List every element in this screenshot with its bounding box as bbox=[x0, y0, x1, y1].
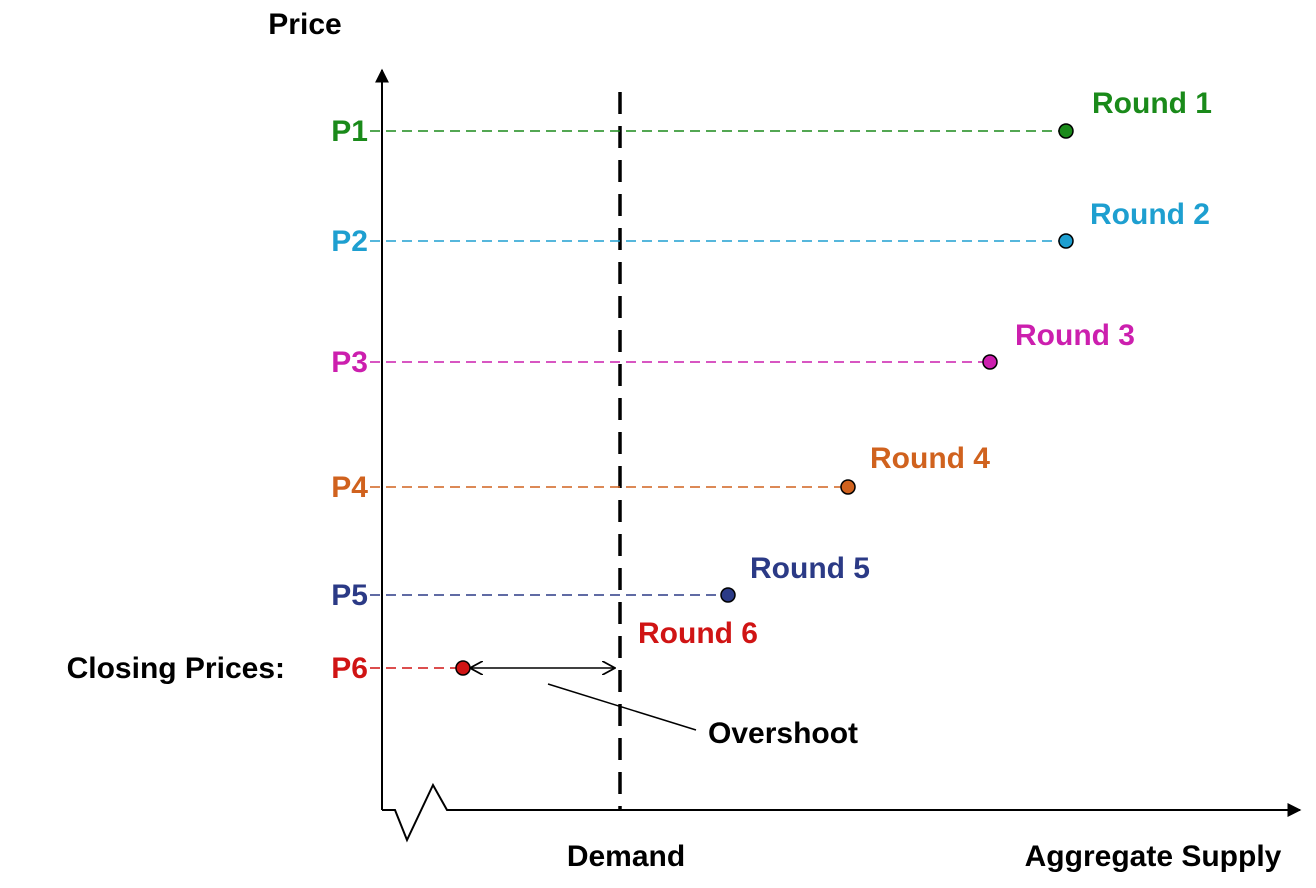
round-label: Round 3 bbox=[1015, 319, 1135, 352]
price-label: P3 bbox=[331, 346, 368, 379]
round-dot bbox=[1058, 233, 1074, 249]
round-label: Round 4 bbox=[870, 442, 990, 475]
price-label: P4 bbox=[331, 471, 368, 504]
round-dot bbox=[720, 587, 736, 603]
x-axis bbox=[382, 782, 1302, 843]
round-dot bbox=[840, 479, 856, 495]
overshoot-label: Overshoot bbox=[708, 717, 858, 750]
price-label: P5 bbox=[331, 579, 368, 612]
overshoot-pointer bbox=[547, 683, 697, 731]
round-label: Round 5 bbox=[750, 552, 870, 585]
closing-label: Closing Prices: bbox=[67, 652, 285, 685]
round-label: Round 6 bbox=[638, 617, 758, 650]
rounds: P1 Round 1 P2 Round 2 P3 Round 3 P4 Round 4 P5 Ro… bbox=[331, 87, 1212, 685]
y-axis-label: Price bbox=[268, 8, 341, 41]
round-dot bbox=[1058, 123, 1074, 139]
price-label: P6 bbox=[331, 652, 368, 685]
round-label: Round 1 bbox=[1092, 87, 1212, 120]
supply-label: Aggregate Supply bbox=[1025, 840, 1282, 873]
demand-label: Demand bbox=[567, 840, 685, 873]
round-dot bbox=[455, 660, 471, 676]
round-label: Round 2 bbox=[1090, 198, 1210, 231]
round-dot bbox=[982, 354, 998, 370]
price-label: P2 bbox=[331, 225, 368, 258]
price-label: P1 bbox=[331, 115, 368, 148]
